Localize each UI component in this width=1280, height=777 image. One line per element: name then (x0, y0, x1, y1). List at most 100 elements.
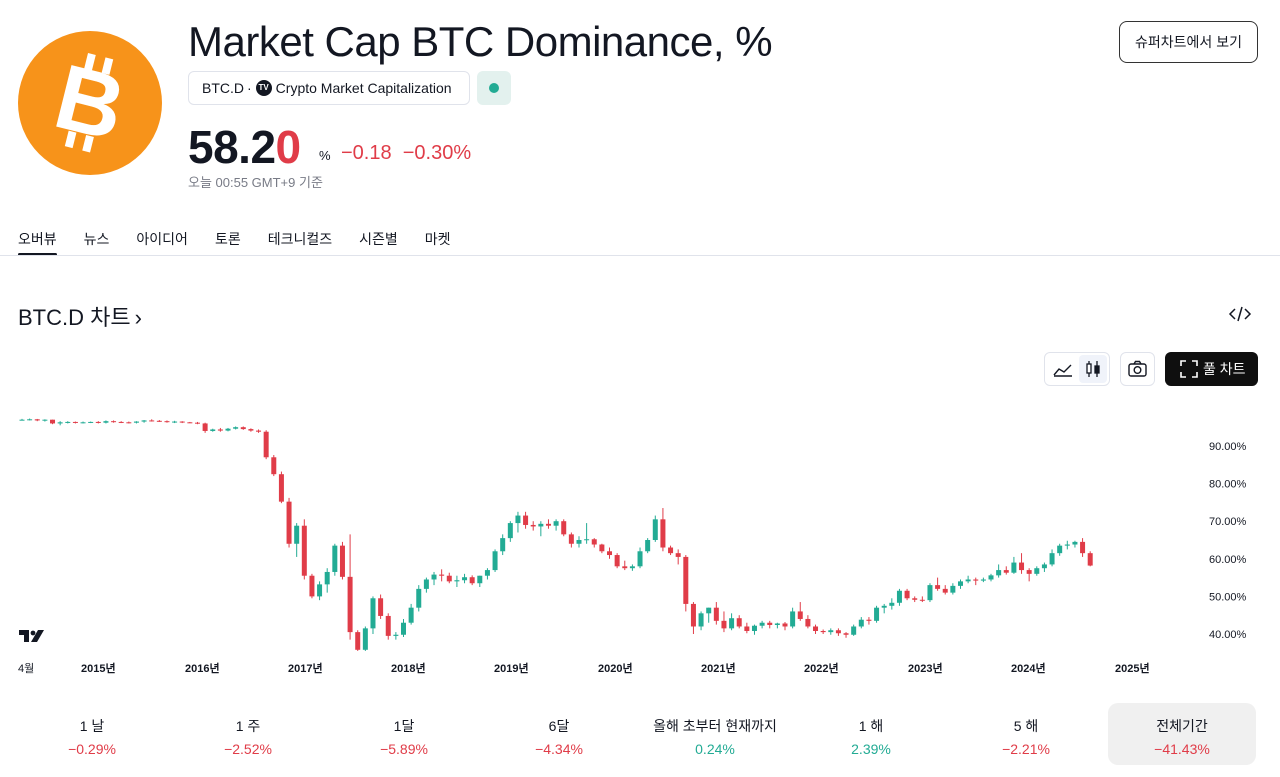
candle (50, 419, 56, 425)
candle (423, 577, 429, 593)
candle (1064, 540, 1070, 550)
y-axis-label: 50.00% (1209, 591, 1247, 603)
symbol-separator: · (247, 80, 252, 96)
area-chart-icon (1053, 364, 1072, 377)
candle (126, 421, 132, 424)
candle (698, 611, 704, 631)
candle (179, 421, 185, 424)
candle (973, 577, 979, 586)
candle (568, 532, 574, 548)
tab-ideas[interactable]: 아이디어 (136, 231, 188, 247)
x-axis-label: 2022년 (804, 663, 839, 675)
chart-section-title[interactable]: BTC.D 차트 › (18, 300, 142, 332)
candle (477, 575, 483, 587)
tab-seasonals[interactable]: 시즌별 (359, 231, 398, 247)
full-chart-button[interactable]: 풀 차트 (1165, 352, 1258, 386)
candle (713, 602, 719, 625)
period-1d[interactable]: 1 날 −0.29% (18, 703, 166, 765)
candle (637, 547, 643, 569)
snapshot-button[interactable] (1120, 352, 1155, 386)
candle (790, 607, 796, 629)
candle (759, 620, 765, 629)
btc-dominance-chart[interactable]: 40.00% 50.00% 60.00% 70.00% 80.00% 90.00% (0, 395, 1280, 655)
candle (835, 628, 841, 636)
candle (301, 519, 307, 580)
candle (210, 428, 216, 432)
candle (935, 577, 941, 591)
x-axis-label: 2019년 (494, 663, 529, 675)
period-label: 1 날 (79, 718, 105, 734)
period-ytd[interactable]: 올해 초부터 현재까지 0.24% (641, 703, 789, 765)
candle (896, 588, 902, 606)
code-icon (1228, 306, 1252, 322)
embed-code-button[interactable] (1226, 301, 1254, 327)
candle (1057, 543, 1063, 556)
candle (378, 594, 384, 619)
x-axis-label: 2017년 (288, 663, 323, 675)
view-in-supercharts-button[interactable]: 슈퍼차트에서 보기 (1119, 21, 1258, 63)
candle (828, 628, 834, 635)
candle (988, 573, 994, 582)
period-1w[interactable]: 1 주 −2.52% (174, 703, 322, 765)
candle (607, 547, 613, 559)
x-axis-label: 2021년 (701, 663, 736, 675)
area-chart-button[interactable] (1049, 355, 1077, 383)
candle (317, 581, 323, 601)
period-label: 1 주 (235, 718, 261, 734)
camera-icon (1128, 360, 1147, 377)
candle (408, 603, 414, 625)
x-axis-label: 2016년 (185, 663, 220, 675)
candle (27, 418, 33, 421)
period-all[interactable]: 전체기간 −41.43% (1108, 703, 1256, 765)
market-status-chip[interactable] (477, 71, 511, 105)
candle (706, 607, 712, 623)
y-axis-label: 60.00% (1209, 554, 1247, 566)
candle (912, 596, 918, 603)
candle (767, 620, 773, 629)
period-label: 올해 초부터 현재까지 (653, 718, 777, 734)
tab-overview[interactable]: 오버뷰 (18, 218, 57, 256)
period-label: 6달 (548, 718, 570, 734)
price-timestamp: 오늘 00:55 GMT+9 기준 (188, 175, 323, 190)
candle (194, 421, 200, 425)
symbol-chip[interactable]: BTC.D · TV Crypto Market Capitalization (188, 71, 470, 105)
candle (431, 571, 437, 586)
candle (355, 630, 361, 651)
x-axis-label: 2015년 (81, 663, 116, 675)
candle (942, 585, 948, 595)
tab-technicals[interactable]: 테크니컬즈 (267, 231, 333, 247)
bitcoin-logo-icon: B (18, 31, 162, 175)
candle (881, 603, 887, 614)
candle (362, 626, 368, 651)
candle (1080, 538, 1086, 557)
candles-icon (1086, 361, 1100, 377)
y-axis-label: 80.00% (1209, 479, 1247, 491)
price-main-digits: 58.2 (188, 121, 276, 173)
candle (683, 555, 689, 612)
tab-news[interactable]: 뉴스 (83, 231, 110, 247)
period-6m[interactable]: 6달 −4.34% (485, 703, 633, 765)
period-5y[interactable]: 5 해 −2.21% (952, 703, 1100, 765)
candle (622, 560, 628, 571)
candle (629, 564, 635, 571)
tab-markets[interactable]: 마켓 (424, 231, 451, 247)
candle (492, 549, 498, 572)
period-1m[interactable]: 1달 −5.89% (330, 703, 478, 765)
candle (668, 545, 674, 556)
section-tabs: 오버뷰 뉴스 아이디어 토론 테크니컬즈 시즌별 마켓 (18, 218, 478, 256)
candle (439, 569, 445, 582)
page-title: Market Cap BTC Dominance, % (188, 18, 773, 65)
candle (889, 598, 895, 610)
fullscreen-icon (1180, 360, 1198, 378)
candle (1003, 566, 1009, 575)
candles-chart-button[interactable] (1079, 355, 1107, 383)
candle (294, 523, 300, 557)
candle (744, 622, 750, 634)
candle (469, 575, 475, 586)
tab-discussion[interactable]: 토론 (214, 231, 241, 247)
candle (599, 543, 605, 554)
candle (72, 421, 78, 424)
x-axis-label: 2025년 (1115, 663, 1150, 675)
candle (721, 611, 727, 633)
period-1y[interactable]: 1 해 2.39% (797, 703, 945, 765)
